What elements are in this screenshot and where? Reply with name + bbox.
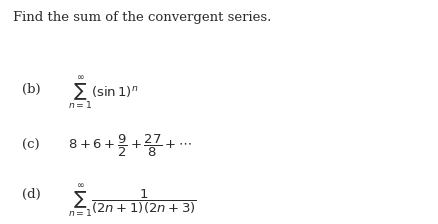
Text: Find the sum of the convergent series.: Find the sum of the convergent series.	[13, 11, 272, 24]
Text: (c): (c)	[22, 139, 39, 152]
Text: (b): (b)	[22, 83, 41, 96]
Text: $\sum_{n=1}^{\infty}(\sin 1)^{n}$: $\sum_{n=1}^{\infty}(\sin 1)^{n}$	[68, 74, 138, 112]
Text: (d): (d)	[22, 188, 41, 201]
Text: $8+6+\dfrac{9}{2}+\dfrac{27}{8}+\cdots$: $8+6+\dfrac{9}{2}+\dfrac{27}{8}+\cdots$	[68, 133, 192, 159]
Text: $\sum_{n=1}^{\infty}\dfrac{1}{(2n+1)(2n+3)}$: $\sum_{n=1}^{\infty}\dfrac{1}{(2n+1)(2n+…	[68, 183, 197, 220]
